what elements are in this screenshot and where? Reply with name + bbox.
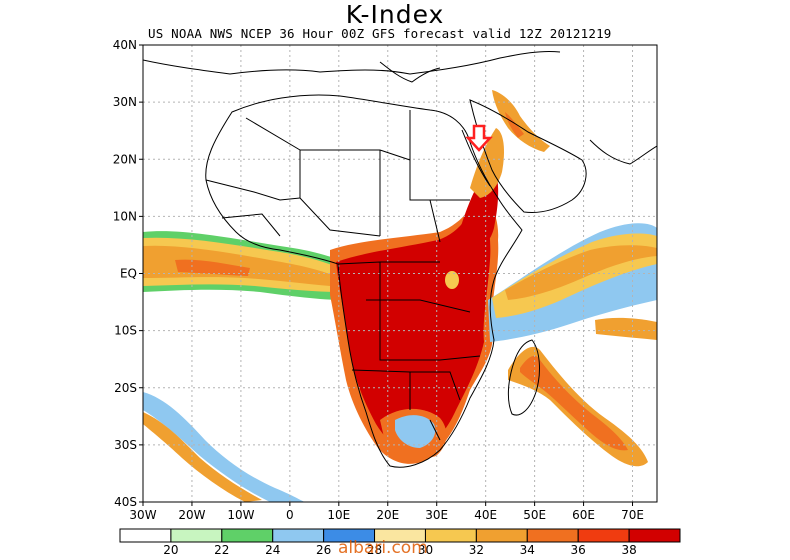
lat-label: EQ xyxy=(120,267,137,281)
legend-value: 34 xyxy=(520,543,535,557)
field-core xyxy=(336,190,491,452)
lon-label: 20E xyxy=(376,508,399,522)
red-down-arrow-icon xyxy=(465,124,493,152)
lon-label: 30W xyxy=(129,508,156,522)
lat-label: 30S xyxy=(114,438,137,452)
legend-swatch xyxy=(577,528,630,543)
lon-label: 40E xyxy=(474,508,497,522)
lon-label: 10W xyxy=(227,508,254,522)
lat-label: 20N xyxy=(113,152,137,166)
legend-swatch xyxy=(526,528,579,543)
field-red-sea xyxy=(470,128,504,198)
legend-value: 30 xyxy=(418,543,433,557)
map-title: K-Index xyxy=(345,0,445,29)
field-sa-blue xyxy=(395,415,436,448)
coastlines xyxy=(143,51,657,468)
longitude-labels: 30W 20W 10W 0 10E 20E 30E 40E 50E 60E 70E xyxy=(129,508,644,522)
field-satl-blue xyxy=(143,392,305,502)
field-satl-orange xyxy=(143,412,262,502)
field-arabia xyxy=(492,90,550,152)
legend-value: 36 xyxy=(571,543,586,557)
lon-label: 0 xyxy=(286,508,294,522)
grid-lines xyxy=(143,45,657,502)
legend-value: 24 xyxy=(265,543,280,557)
field-orange xyxy=(143,245,335,286)
legend-value: 26 xyxy=(316,543,331,557)
legend-swatch xyxy=(221,528,274,543)
legend-swatch xyxy=(272,528,325,543)
lat-label: 10S xyxy=(114,324,137,338)
legend-swatch xyxy=(628,528,681,543)
field-io-band2 xyxy=(595,317,657,340)
lon-label: 20W xyxy=(178,508,205,522)
lon-label: 30E xyxy=(425,508,448,522)
legend-swatch xyxy=(424,528,477,543)
field-io-orange xyxy=(505,245,657,300)
field-darkorange xyxy=(175,259,250,276)
watermark-text: albari.com xyxy=(338,538,428,558)
lon-label: 50E xyxy=(523,508,546,522)
latitude-labels: 40N 30N 20N 10N EQ 10S 20S 30S 40S xyxy=(113,38,137,509)
lon-label: 70E xyxy=(621,508,644,522)
lat-label: 20S xyxy=(114,381,137,395)
lat-label: 40N xyxy=(113,38,137,52)
legend-swatch xyxy=(475,528,528,543)
lat-label: 40S xyxy=(114,495,137,509)
legend-value: 20 xyxy=(163,543,178,557)
lat-label: 30N xyxy=(113,95,137,109)
axis-ticks xyxy=(139,44,634,506)
field-arabia-inner xyxy=(505,112,524,138)
field-lake xyxy=(445,271,459,289)
kindex-field xyxy=(143,90,657,502)
legend-value: 22 xyxy=(214,543,229,557)
lon-label: 60E xyxy=(572,508,595,522)
legend-swatch xyxy=(170,528,223,543)
legend-swatch xyxy=(119,528,172,543)
color-legend: 20 22 24 26 28 30 32 34 36 38 xyxy=(119,528,681,557)
map-subtitle: US NOAA NWS NCEP 36 Hour 00Z GFS forecas… xyxy=(148,26,612,41)
lat-label: 10N xyxy=(113,209,137,223)
legend-value: 32 xyxy=(469,543,484,557)
legend-value: 38 xyxy=(621,543,636,557)
field-madagascar-inner xyxy=(520,355,628,451)
legend-value: 28 xyxy=(367,543,382,557)
lon-label: 10E xyxy=(327,508,350,522)
